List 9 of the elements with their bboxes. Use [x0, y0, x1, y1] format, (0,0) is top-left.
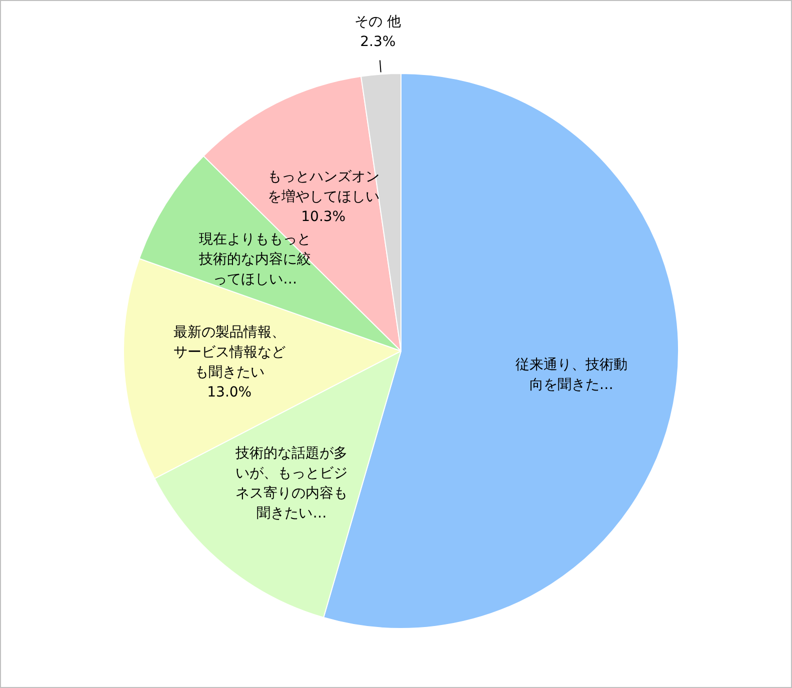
data-label: 2.3%: [360, 34, 396, 50]
slice-label: その 他: [354, 14, 402, 30]
slice-label: 現在よりももっと技術的な内容に絞ってほしい…: [198, 231, 312, 288]
data-label: 10.3%: [301, 209, 346, 226]
slice-label: 技術的な話題が多いが、もっとビジネス寄りの内容も聞きたい…: [234, 446, 348, 522]
slice-label: 最新の製品情報、サービス情報なども聞きたい: [173, 324, 286, 381]
slice-label: もっとハンズオンを増やしてほしい: [267, 169, 380, 206]
slice-label: 従来通り、技術動向を聞きた…: [515, 356, 628, 393]
data-label: 13.0%: [207, 384, 252, 401]
